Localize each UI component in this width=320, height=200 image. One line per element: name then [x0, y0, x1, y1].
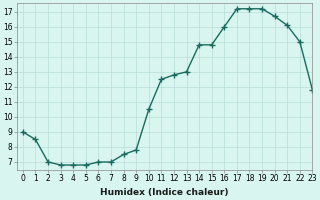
- X-axis label: Humidex (Indice chaleur): Humidex (Indice chaleur): [100, 188, 229, 197]
